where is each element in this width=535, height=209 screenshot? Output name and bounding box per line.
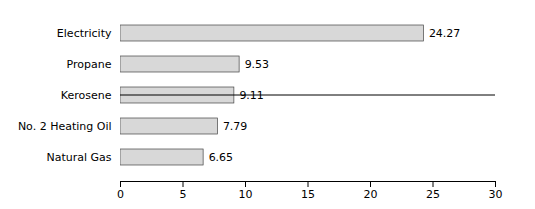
svg-text:10: 10 bbox=[239, 188, 253, 201]
svg-text:9.53: 9.53 bbox=[245, 58, 270, 71]
svg-text:Propane: Propane bbox=[67, 58, 112, 71]
svg-text:No. 2 Heating Oil: No. 2 Heating Oil bbox=[18, 120, 112, 133]
svg-text:Natural Gas: Natural Gas bbox=[46, 151, 111, 164]
svg-text:9.11: 9.11 bbox=[239, 89, 264, 102]
svg-text:30: 30 bbox=[489, 188, 503, 201]
svg-text:7.79: 7.79 bbox=[223, 120, 248, 133]
svg-text:Electricity: Electricity bbox=[57, 27, 112, 40]
svg-text:5: 5 bbox=[180, 188, 187, 201]
svg-text:24.27: 24.27 bbox=[429, 27, 461, 40]
svg-text:0: 0 bbox=[117, 188, 124, 201]
svg-text:15: 15 bbox=[301, 188, 315, 201]
svg-text:20: 20 bbox=[364, 188, 378, 201]
svg-text:6.65: 6.65 bbox=[209, 151, 234, 164]
svg-text:25: 25 bbox=[426, 188, 440, 201]
svg-text:Kerosene: Kerosene bbox=[61, 89, 112, 102]
